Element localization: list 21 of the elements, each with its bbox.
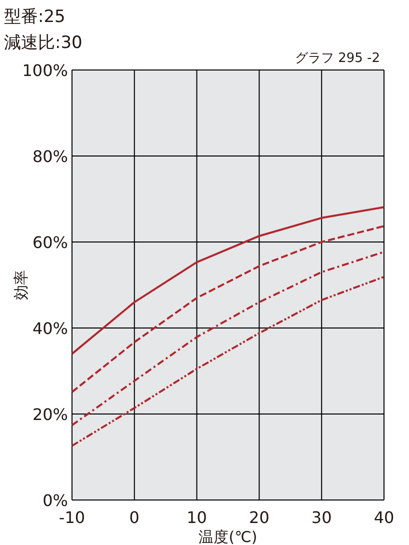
x-tick-label: 0	[129, 508, 140, 527]
line-series	[71, 250, 385, 426]
x-axis-title: 温度(℃)	[198, 528, 258, 545]
x-tick-label: 10	[186, 508, 207, 527]
line-series	[71, 276, 385, 447]
line-series	[71, 225, 385, 394]
x-tick-label: 30	[311, 508, 332, 527]
x-tick-label: 40	[374, 508, 394, 527]
chart-title: 型番:25	[4, 7, 66, 27]
y-axis-title: 効率	[12, 270, 30, 300]
text: グラフ 295 -2	[294, 51, 380, 66]
y-tick-label: 60%	[32, 233, 68, 252]
y-tick-label: 100%	[22, 61, 68, 80]
y-tick-label: 20%	[32, 405, 68, 424]
y-tick-label: 0%	[42, 491, 68, 510]
x-tick-label: 20	[249, 508, 270, 527]
x-tick-label: -10	[58, 508, 86, 527]
y-tick-label: 40%	[32, 319, 68, 338]
chart-subtitle: 減速比:30	[4, 33, 82, 53]
line-series	[71, 206, 385, 355]
y-tick-label: 80%	[32, 147, 68, 166]
